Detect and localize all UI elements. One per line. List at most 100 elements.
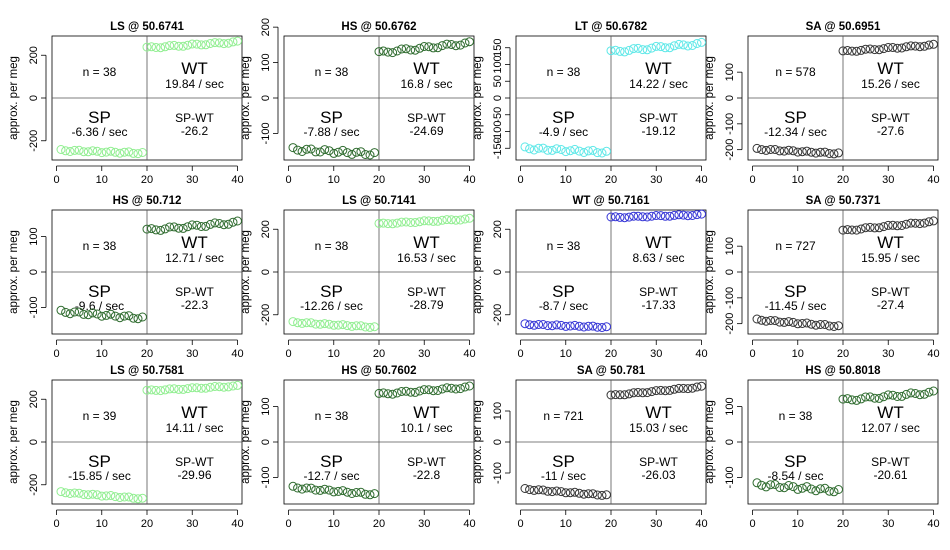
y-tick-label: -200 — [260, 304, 272, 326]
wt-label: WT — [645, 59, 671, 78]
sp-point — [338, 145, 348, 155]
wt-point — [901, 389, 911, 399]
y-tick-label: 200 — [28, 46, 40, 64]
sp-point — [547, 145, 557, 155]
wt-point — [901, 42, 911, 52]
panel-title: HS @ 50.6762 — [341, 21, 416, 33]
sp-point — [101, 491, 111, 501]
wt-point — [865, 44, 875, 54]
wt-point — [415, 386, 425, 396]
sp-label: SP — [320, 452, 343, 471]
sample-count: n = 38 — [315, 409, 349, 423]
x-tick-label: 40 — [695, 348, 707, 360]
wt-point — [919, 218, 929, 228]
sp-point — [138, 148, 147, 157]
y-tick-label: 100 — [492, 55, 504, 73]
sp-point — [815, 320, 825, 329]
panel-1: LS @ 50.6741 0 10 20 30 40 -200 0 200 approx. per… — [8, 21, 244, 186]
wt-point — [888, 220, 898, 230]
y-tick-label: 100 — [724, 397, 736, 415]
wt-point — [147, 224, 156, 234]
wt-point — [187, 220, 197, 230]
sp-point — [534, 320, 544, 329]
x-tick-label: 20 — [837, 348, 849, 360]
wt-point — [678, 210, 688, 220]
panel-9: LS @ 50.7581 0 10 20 30 40 -200 0 200 approx. per… — [8, 365, 244, 530]
sp-point — [561, 321, 571, 331]
panel-title: HS @ 50.712 — [113, 195, 182, 207]
wt-point — [692, 210, 702, 220]
sp-point — [320, 484, 330, 494]
wt-point — [651, 41, 661, 51]
sp-point — [525, 144, 535, 154]
wt-point — [415, 43, 425, 53]
wt-point — [874, 45, 884, 55]
y-tick-label: 50 — [492, 75, 504, 87]
wt-point — [392, 218, 402, 228]
x-tick-label: 10 — [328, 518, 340, 530]
wt-point — [214, 382, 224, 392]
sp-point — [770, 145, 780, 154]
sp-point — [110, 311, 120, 321]
sp-point — [797, 483, 807, 493]
wt-point — [397, 217, 407, 227]
wt-point — [847, 395, 857, 405]
wt-point — [678, 40, 688, 50]
x-tick-label: 10 — [792, 518, 804, 530]
data-points — [288, 37, 474, 160]
sp-point — [70, 145, 80, 155]
sp-point — [806, 319, 816, 329]
x-tick-label: 20 — [605, 174, 617, 186]
y-tick-label: 200 — [28, 390, 40, 408]
sp-point — [588, 321, 598, 331]
wt-point — [910, 41, 920, 51]
wt-point — [633, 43, 643, 53]
wt-point — [174, 384, 184, 394]
sp-point — [65, 309, 75, 319]
sp-point — [797, 147, 807, 157]
sp-point — [565, 321, 575, 331]
y-axis-label: approx. per meg — [472, 230, 484, 314]
sp-point — [138, 312, 147, 322]
panel-2: HS @ 50.6762 0 10 20 30 40 -100 0 100 200 approx. … — [240, 18, 476, 186]
y-tick-label: 0 — [28, 439, 40, 445]
sp-wt-value: -27.4 — [877, 298, 905, 312]
sp-point — [324, 485, 334, 495]
panel-12: HS @ 50.8018 0 10 20 30 40 -100 0 100 approx. per… — [704, 365, 940, 530]
y-axis-label: approx. per meg — [704, 56, 716, 140]
wt-point — [419, 42, 429, 51]
wt-point — [892, 392, 902, 401]
sp-point — [761, 316, 771, 326]
sp-point — [779, 146, 789, 156]
sp-point — [829, 149, 839, 159]
sp-point — [133, 149, 143, 159]
sp-point — [520, 319, 530, 329]
wt-point — [210, 382, 220, 391]
sp-point — [138, 493, 147, 503]
wt-point — [210, 218, 220, 228]
wt-rate: 14.22 / sec — [629, 77, 688, 91]
wt-point — [233, 36, 242, 46]
wt-point — [879, 44, 889, 54]
y-axis-label: approx. per meg — [8, 56, 20, 140]
sp-point — [561, 147, 571, 157]
wt-point — [219, 382, 229, 392]
sp-point — [320, 145, 330, 155]
sp-point — [306, 318, 316, 328]
wt-label: WT — [877, 59, 903, 78]
wt-point — [883, 390, 893, 400]
wt-point — [697, 37, 706, 47]
sp-point — [534, 143, 544, 153]
x-tick-label: 30 — [882, 174, 894, 186]
sp-point — [79, 490, 89, 499]
sample-count: n = 38 — [779, 409, 813, 423]
wt-point — [196, 383, 206, 393]
wt-point — [383, 389, 393, 399]
wt-point — [446, 383, 456, 393]
x-tick-label: 10 — [96, 348, 108, 360]
wt-point — [624, 212, 634, 222]
x-tick-label: 30 — [882, 348, 894, 360]
sp-point — [556, 145, 566, 154]
sp-point — [811, 320, 821, 330]
wt-point — [223, 382, 233, 392]
